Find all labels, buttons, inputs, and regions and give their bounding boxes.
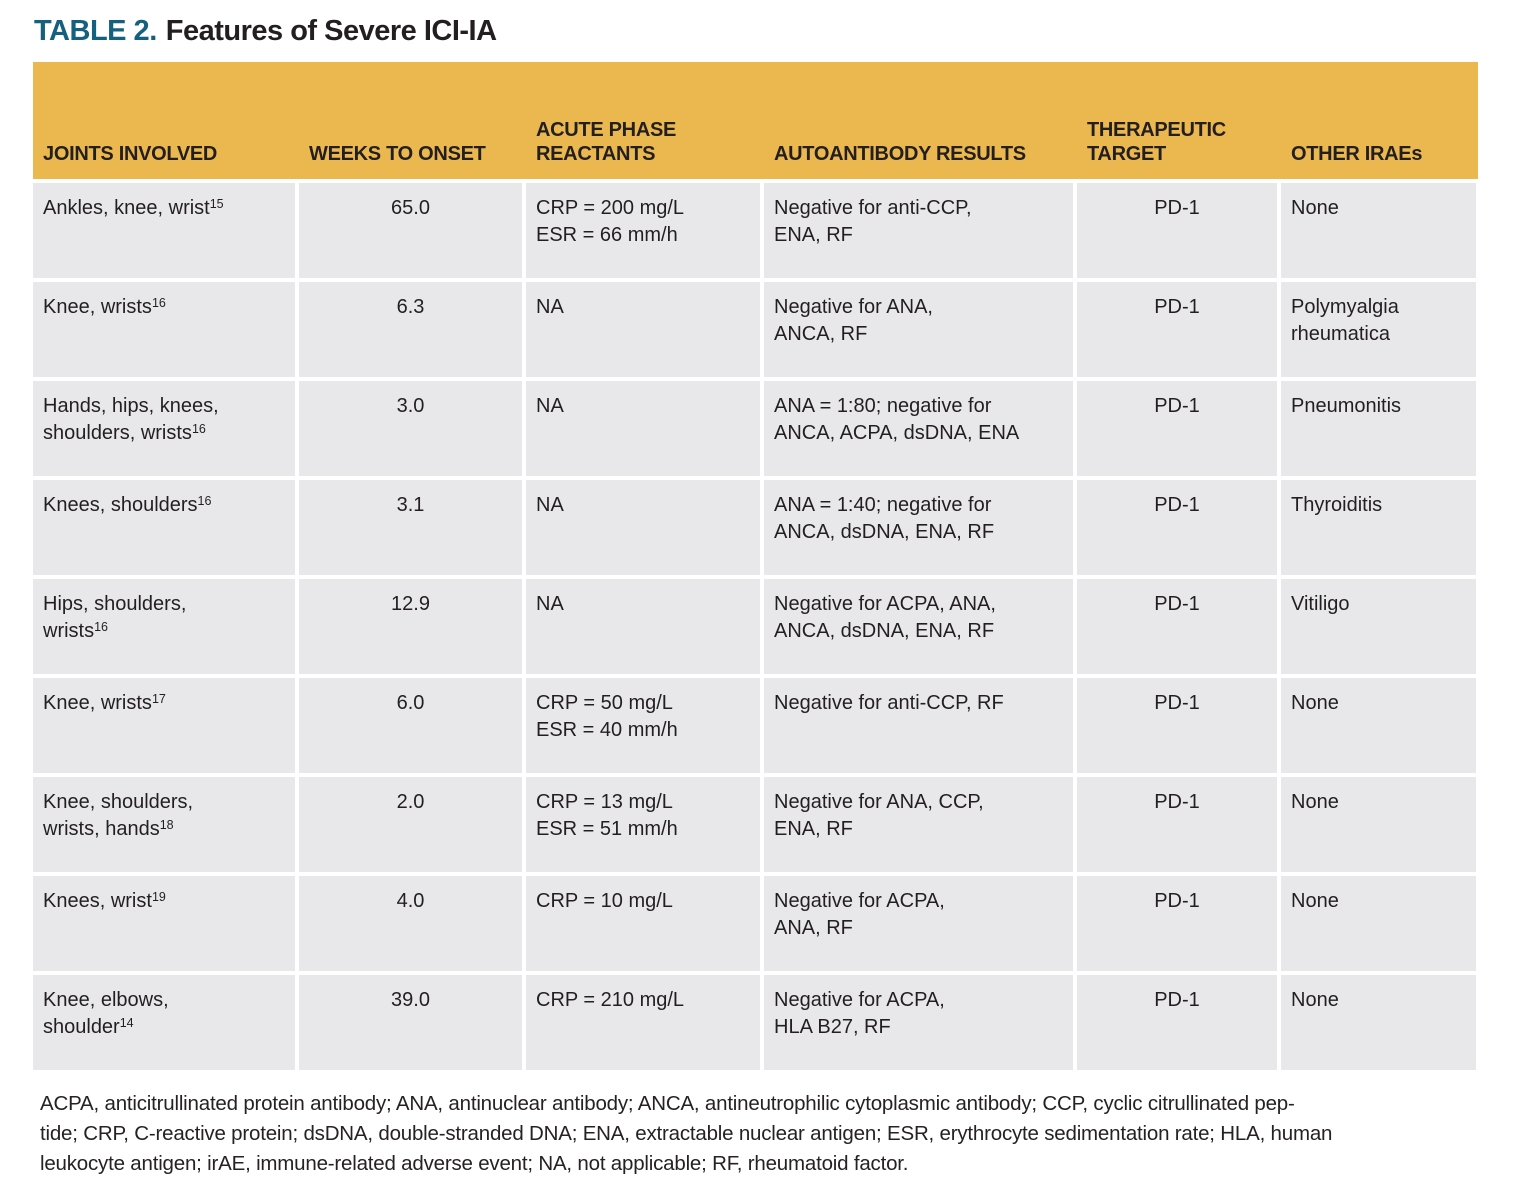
joints-text: Knee, elbows, shoulder	[43, 989, 169, 1038]
cell-therapeutic-target: PD-1	[1077, 876, 1277, 971]
table-footnote: ACPA, anticitrullinated protein antibody…	[40, 1089, 1528, 1179]
citation-reference-superscript: 16	[151, 296, 166, 310]
citation-reference-superscript: 16	[191, 422, 206, 436]
cell-weeks-to-onset: 6.3	[299, 282, 522, 377]
cell-joints-involved: Knee, elbows, shoulder14	[33, 975, 295, 1070]
cell-therapeutic-target: PD-1	[1077, 282, 1277, 377]
column-header-therapeutic-target: THERAPEUTIC TARGET	[1087, 119, 1226, 165]
cell-other-iraes: None	[1281, 678, 1476, 773]
citation-reference-superscript: 16	[197, 494, 212, 508]
table-title: TABLE 2. Features of Severe ICI-IA	[34, 14, 1528, 48]
cell-joints-involved: Knee, shoulders, wrists, hands18	[33, 777, 295, 872]
footnote-line: ACPA, anticitrullinated protein antibody…	[40, 1092, 1295, 1115]
cell-joints-involved: Knees, wrist19	[33, 876, 295, 971]
cell-therapeutic-target: PD-1	[1077, 678, 1277, 773]
joints-text: Knee, wrists	[43, 692, 152, 714]
cell-weeks-to-onset: 2.0	[299, 777, 522, 872]
cell-other-iraes: Polymyalgia rheumatica	[1281, 282, 1476, 377]
citation-reference-superscript: 19	[151, 890, 166, 904]
table-number-label: TABLE 2.	[34, 15, 157, 47]
cell-therapeutic-target: PD-1	[1077, 480, 1277, 575]
joints-text: Knees, shoulders	[43, 494, 198, 516]
table-header-row: JOINTS INVOLVED WEEKS TO ONSET ACUTE PHA…	[33, 62, 1478, 179]
cell-acute-phase-reactants: CRP = 210 mg/L	[526, 975, 760, 1070]
cell-therapeutic-target: PD-1	[1077, 975, 1277, 1070]
footnote-line: leukocyte antigen; irAE, immune-related …	[40, 1152, 909, 1175]
cell-therapeutic-target: PD-1	[1077, 183, 1277, 278]
cell-autoantibody-results: ANA = 1:80; negative for ANCA, ACPA, dsD…	[764, 381, 1073, 476]
column-header-acute-phase-reactants: ACUTE PHASE REACTANTS	[536, 119, 677, 165]
cell-weeks-to-onset: 4.0	[299, 876, 522, 971]
cell-joints-involved: Hips, shoulders, wrists16	[33, 579, 295, 674]
table-caption: Features of Severe ICI-IA	[165, 15, 497, 47]
column-header-other-iraes: OTHER IRAEs	[1291, 143, 1423, 165]
cell-autoantibody-results: Negative for anti-CCP, ENA, RF	[764, 183, 1073, 278]
cell-joints-involved: Knee, wrists16	[33, 282, 295, 377]
joints-text: Hands, hips, knees, shoulders, wrists	[43, 395, 219, 444]
column-header-autoantibody-results: AUTOANTIBODY RESULTS	[774, 143, 1026, 165]
joints-text: Knee, shoulders, wrists, hands	[43, 791, 194, 840]
column-header-weeks-to-onset: WEEKS TO ONSET	[309, 143, 486, 165]
cell-autoantibody-results: Negative for ACPA, ANA, RF	[764, 876, 1073, 971]
cell-autoantibody-results: Negative for ACPA, ANA, ANCA, dsDNA, ENA…	[764, 579, 1073, 674]
cell-joints-involved: Knees, shoulders16	[33, 480, 295, 575]
cell-other-iraes: None	[1281, 975, 1476, 1070]
joints-text: Knee, wrists	[43, 296, 152, 318]
cell-acute-phase-reactants: NA	[526, 480, 760, 575]
cell-therapeutic-target: PD-1	[1077, 777, 1277, 872]
joints-text: Ankles, knee, wrist	[43, 197, 210, 219]
cell-other-iraes: None	[1281, 777, 1476, 872]
citation-reference-superscript: 17	[151, 692, 166, 706]
cell-therapeutic-target: PD-1	[1077, 579, 1277, 674]
cell-weeks-to-onset: 12.9	[299, 579, 522, 674]
cell-therapeutic-target: PD-1	[1077, 381, 1277, 476]
citation-reference-superscript: 14	[119, 1016, 134, 1030]
cell-other-iraes: Thyroiditis	[1281, 480, 1476, 575]
cell-weeks-to-onset: 3.0	[299, 381, 522, 476]
cell-acute-phase-reactants: CRP = 13 mg/L ESR = 51 mm/h	[526, 777, 760, 872]
cell-acute-phase-reactants: NA	[526, 579, 760, 674]
cell-autoantibody-results: Negative for anti-CCP, RF	[764, 678, 1073, 773]
cell-other-iraes: Pneumonitis	[1281, 381, 1476, 476]
cell-autoantibody-results: Negative for ANA, ANCA, RF	[764, 282, 1073, 377]
cell-joints-involved: Knee, wrists17	[33, 678, 295, 773]
joints-text: Hips, shoulders, wrists	[43, 593, 187, 642]
citation-reference-superscript: 15	[209, 197, 224, 211]
cell-acute-phase-reactants: NA	[526, 381, 760, 476]
cell-other-iraes: Vitiligo	[1281, 579, 1476, 674]
cell-weeks-to-onset: 39.0	[299, 975, 522, 1070]
column-header-joints-involved: JOINTS INVOLVED	[43, 143, 218, 165]
cell-weeks-to-onset: 6.0	[299, 678, 522, 773]
cell-acute-phase-reactants: CRP = 200 mg/L ESR = 66 mm/h	[526, 183, 760, 278]
cell-autoantibody-results: Negative for ANA, CCP, ENA, RF	[764, 777, 1073, 872]
cell-other-iraes: None	[1281, 183, 1476, 278]
joints-text: Knees, wrist	[43, 890, 152, 912]
cell-autoantibody-results: ANA = 1:40; negative for ANCA, dsDNA, EN…	[764, 480, 1073, 575]
cell-weeks-to-onset: 65.0	[299, 183, 522, 278]
cell-other-iraes: None	[1281, 876, 1476, 971]
cell-acute-phase-reactants: CRP = 10 mg/L	[526, 876, 760, 971]
cell-acute-phase-reactants: NA	[526, 282, 760, 377]
cell-joints-involved: Ankles, knee, wrist15	[33, 183, 295, 278]
cell-autoantibody-results: Negative for ACPA, HLA B27, RF	[764, 975, 1073, 1070]
citation-reference-superscript: 18	[159, 818, 174, 832]
table-body: Ankles, knee, wrist15 65.0 CRP = 200 mg/…	[33, 183, 1478, 1070]
cell-joints-involved: Hands, hips, knees, shoulders, wrists16	[33, 381, 295, 476]
citation-reference-superscript: 16	[94, 620, 109, 634]
cell-weeks-to-onset: 3.1	[299, 480, 522, 575]
footnote-line: tide; CRP, C-reactive protein; dsDNA, do…	[40, 1122, 1333, 1145]
table-2-page: TABLE 2. Features of Severe ICI-IA JOINTS…	[0, 14, 1528, 1200]
cell-acute-phase-reactants: CRP = 50 mg/L ESR = 40 mm/h	[526, 678, 760, 773]
